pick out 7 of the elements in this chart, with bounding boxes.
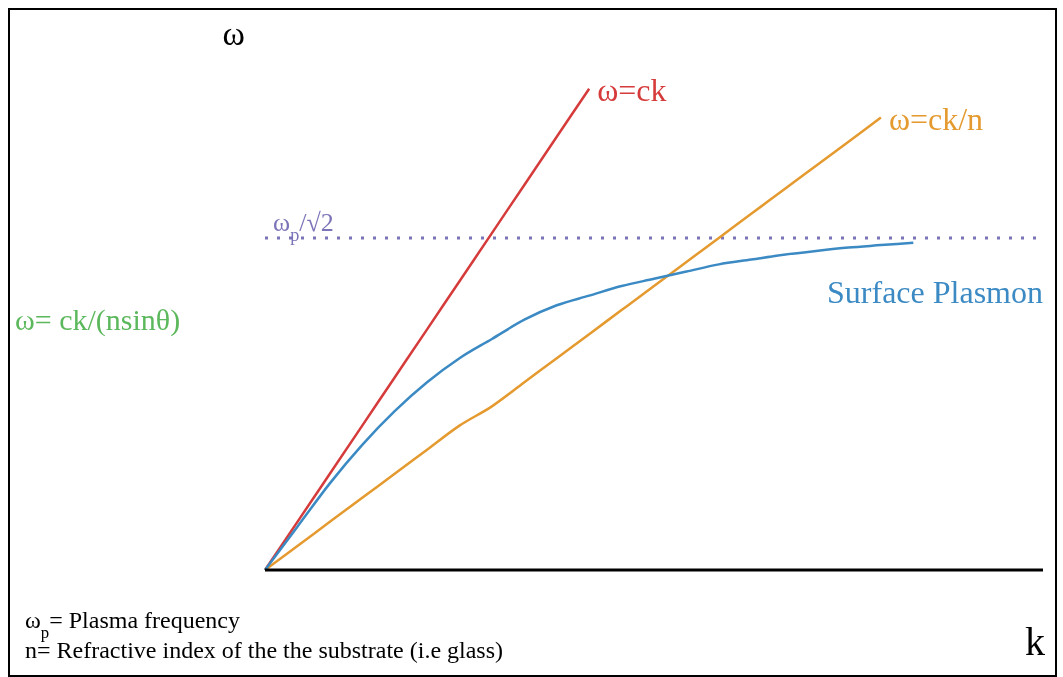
- series-label: ω=ck/n: [888, 100, 984, 137]
- series-label: Surface Plasmon: [827, 273, 1043, 310]
- series-label: ω=ck: [597, 71, 667, 108]
- x-axis-title: k: [1025, 619, 1045, 664]
- y-axis-title: ω: [222, 15, 245, 52]
- ref-line-label: ω$_{p}$/√2: [273, 208, 334, 245]
- text: ω= ck/(nsinθ): [15, 303, 181, 337]
